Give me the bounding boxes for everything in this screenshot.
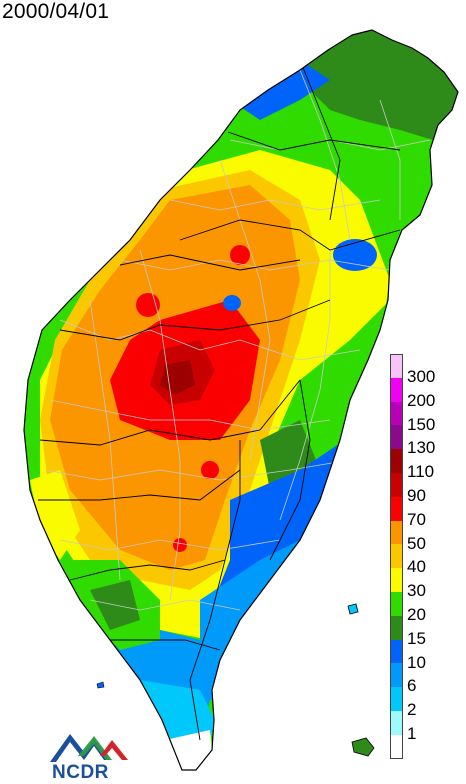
legend-row: 6 bbox=[390, 663, 458, 694]
legend-swatch bbox=[390, 639, 403, 664]
legend-row: 150 bbox=[390, 401, 458, 433]
legend-row: 2 bbox=[390, 687, 458, 718]
legend-row: 130 bbox=[390, 425, 458, 456]
legend-swatch bbox=[390, 710, 403, 735]
legend-swatch bbox=[390, 544, 403, 569]
legend-row: 10 bbox=[390, 639, 458, 671]
legend-label: 130 bbox=[407, 438, 436, 458]
legend-label: 70 bbox=[407, 509, 426, 529]
legend-row bbox=[390, 734, 458, 759]
legend-swatch bbox=[390, 354, 403, 378]
orchid-island bbox=[351, 737, 375, 757]
county-boundaries bbox=[38, 59, 401, 741]
legend-label: 150 bbox=[407, 414, 436, 434]
legend-swatch bbox=[390, 377, 403, 402]
legend-swatch bbox=[390, 401, 403, 426]
legend-swatch bbox=[390, 615, 403, 640]
legend-label: 300 bbox=[407, 367, 436, 386]
legend-row: 110 bbox=[390, 449, 458, 480]
legend-swatch bbox=[390, 449, 403, 473]
rainfall-legend: 300 200 150 130 110 90 70 50 40 30 20 15 10 6 2 1 bbox=[390, 354, 458, 759]
legend-label: 1 bbox=[407, 723, 417, 743]
ncdr-logo-text: NCDR bbox=[52, 762, 109, 783]
legend-swatch bbox=[390, 425, 403, 450]
legend-label: 50 bbox=[407, 533, 426, 553]
legend-swatch bbox=[390, 734, 403, 759]
legend-row: 40 bbox=[390, 544, 458, 575]
legend-label: 15 bbox=[407, 628, 426, 648]
legend-label: 20 bbox=[407, 604, 426, 624]
legend-label: 110 bbox=[407, 462, 435, 482]
legend-row: 70 bbox=[390, 496, 458, 528]
legend-swatch bbox=[390, 568, 403, 592]
township-boundaries bbox=[44, 69, 431, 611]
legend-row: 1 bbox=[390, 710, 458, 742]
legend-swatch bbox=[390, 687, 403, 711]
legend-row: 300 bbox=[390, 354, 458, 385]
green-island bbox=[347, 603, 359, 615]
legend-row: 15 bbox=[390, 615, 458, 647]
legend-swatch bbox=[390, 520, 403, 545]
legend-label: 6 bbox=[407, 676, 417, 696]
legend-label: 10 bbox=[407, 652, 426, 672]
legend-label: 30 bbox=[407, 581, 426, 601]
legend-label: 200 bbox=[407, 390, 436, 410]
legend-swatch bbox=[390, 663, 403, 688]
legend-label: 2 bbox=[407, 700, 417, 720]
legend-swatch bbox=[390, 472, 403, 497]
legend-swatch bbox=[390, 496, 403, 521]
liuqiu-island bbox=[96, 681, 105, 689]
legend-swatch bbox=[390, 591, 403, 616]
legend-row: 200 bbox=[390, 377, 458, 409]
legend-row: 50 bbox=[390, 520, 458, 552]
legend-label: 40 bbox=[407, 557, 426, 577]
map-title: 2000/04/01 bbox=[2, 0, 110, 23]
legend-row: 20 bbox=[390, 591, 458, 623]
ncdr-logo-icon bbox=[50, 734, 128, 762]
legend-label: 90 bbox=[407, 485, 426, 505]
legend-row: 90 bbox=[390, 472, 458, 504]
legend-row: 30 bbox=[390, 568, 458, 599]
